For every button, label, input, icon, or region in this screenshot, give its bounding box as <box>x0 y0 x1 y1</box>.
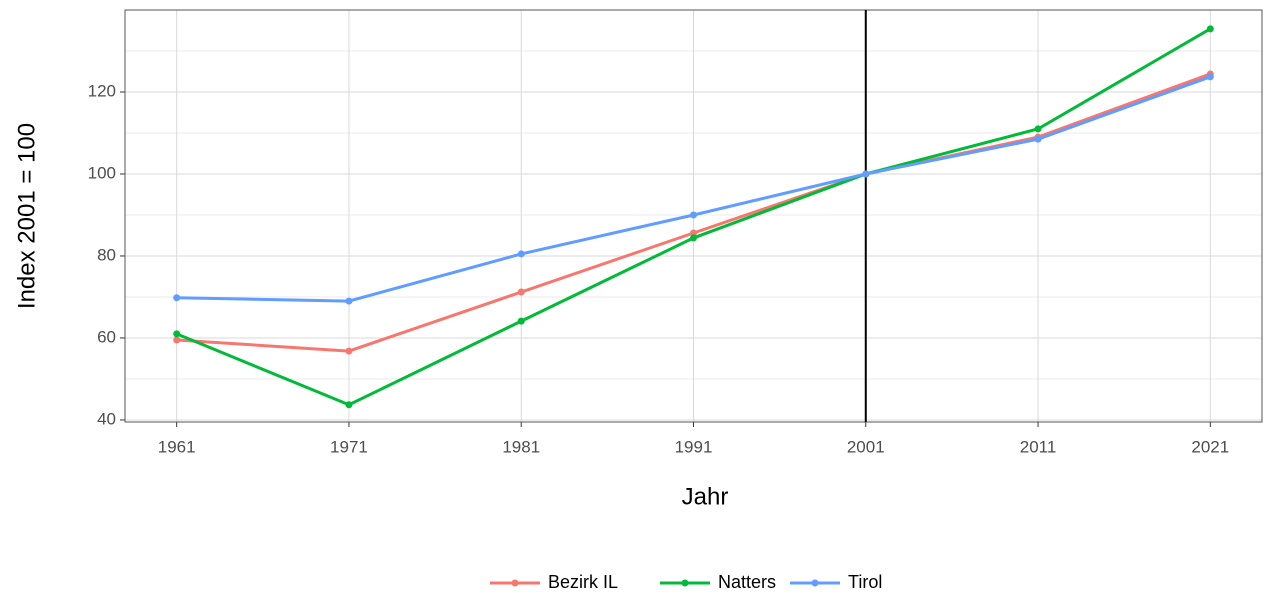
point <box>1034 135 1042 143</box>
point <box>173 294 181 302</box>
x-tick-label: 1961 <box>158 437 196 456</box>
x-axis-label: Jahr <box>682 483 729 510</box>
legend-key-point <box>681 579 689 587</box>
point <box>173 336 181 344</box>
point <box>345 347 353 355</box>
y-tick-label: 40 <box>97 409 116 428</box>
y-tick-label: 120 <box>88 81 116 100</box>
legend-key-point <box>811 579 819 587</box>
point <box>517 317 525 325</box>
x-tick-label: 2021 <box>1191 437 1229 456</box>
point <box>1034 125 1042 133</box>
y-tick-label: 80 <box>97 245 116 264</box>
point <box>517 288 525 296</box>
point <box>517 250 525 258</box>
point <box>345 401 353 409</box>
point <box>690 229 697 237</box>
point <box>690 211 697 219</box>
point <box>345 297 353 305</box>
x-tick-label: 1991 <box>675 437 713 456</box>
point <box>1206 73 1214 81</box>
x-tick-label: 1971 <box>330 437 368 456</box>
x-tick-label: 1981 <box>502 437 540 456</box>
y-tick-label: 60 <box>97 327 116 346</box>
legend-label: Natters <box>718 572 776 592</box>
y-axis-label: Index 2001 = 100 <box>13 123 40 309</box>
point <box>690 234 697 242</box>
point <box>173 330 181 338</box>
legend-label: Bezirk IL <box>548 572 618 592</box>
point <box>1206 25 1214 33</box>
legend-key-point <box>511 579 519 587</box>
plot-border <box>124 9 1263 423</box>
x-tick-label: 2011 <box>1020 437 1057 456</box>
x-tick-label: 2001 <box>847 437 885 456</box>
legend-label: Tirol <box>848 572 882 592</box>
y-tick-label: 100 <box>88 163 116 182</box>
point <box>862 170 870 178</box>
